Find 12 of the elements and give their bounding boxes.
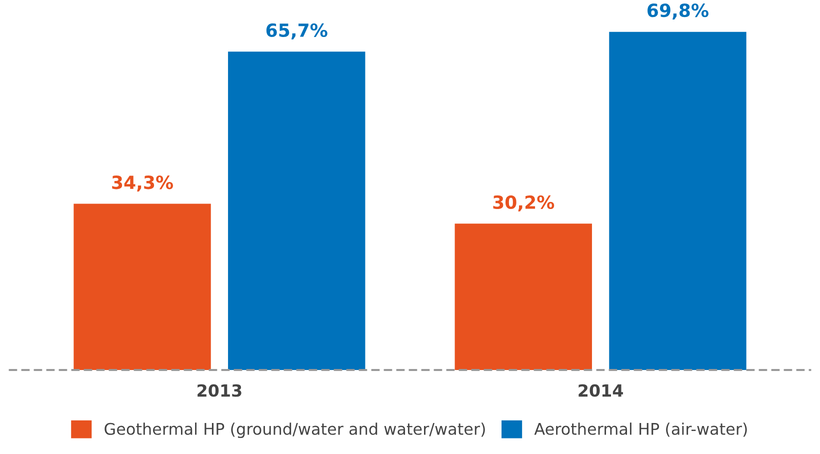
bar [228, 52, 366, 370]
data-label: 65,7% [266, 23, 328, 40]
legend-label: Aerothermal HP (air-water) [534, 422, 747, 437]
data-label: 30,2% [493, 195, 554, 212]
data-label: 34,3% [112, 176, 174, 192]
bar [609, 32, 746, 370]
data-label: 69,8% [648, 4, 708, 20]
x-tick-label: 2014 [578, 384, 623, 397]
bar [74, 204, 211, 370]
x-tick-label: 2013 [198, 384, 242, 397]
legend-label: Geothermal HP (ground/water and water/water) [104, 422, 485, 438]
bar [454, 224, 592, 370]
